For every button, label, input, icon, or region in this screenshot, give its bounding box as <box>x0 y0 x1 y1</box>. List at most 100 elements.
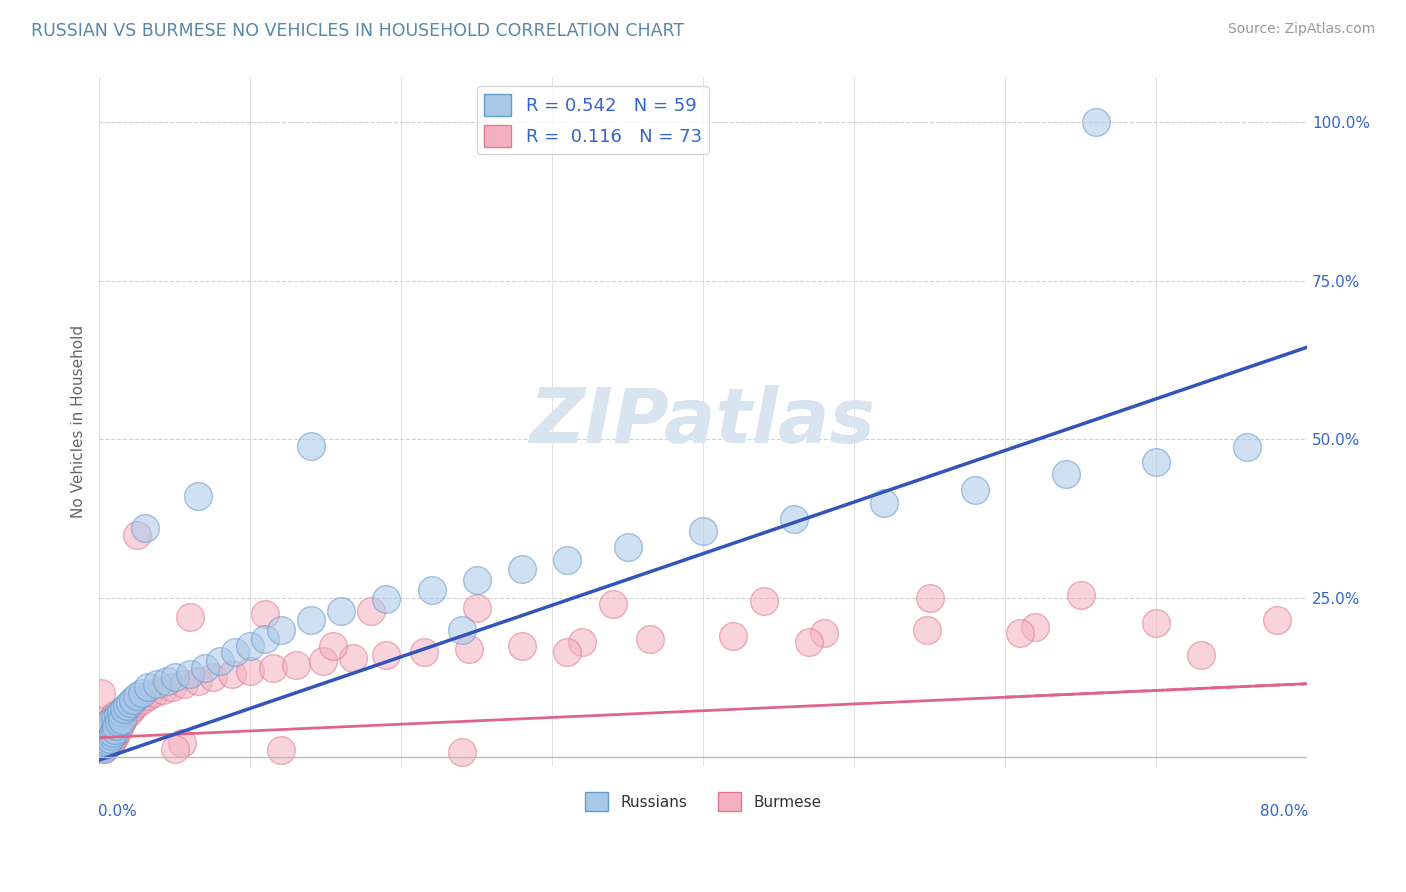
Point <box>103 723 125 737</box>
Point <box>98 736 121 750</box>
Point <box>110 716 132 731</box>
Point <box>360 604 382 618</box>
Point <box>110 706 132 720</box>
Point <box>152 683 174 698</box>
Point <box>813 626 835 640</box>
Point <box>1265 613 1288 627</box>
Point <box>107 723 129 737</box>
Point <box>616 540 638 554</box>
Point <box>112 710 135 724</box>
Point <box>179 610 201 624</box>
Point <box>90 686 112 700</box>
Point <box>413 645 436 659</box>
Point <box>103 712 125 726</box>
Point <box>1070 588 1092 602</box>
Point <box>262 661 284 675</box>
Text: ZIPatlas: ZIPatlas <box>530 384 876 458</box>
Point <box>98 714 121 729</box>
Point <box>97 734 120 748</box>
Point <box>121 692 143 706</box>
Point <box>112 702 135 716</box>
Point <box>692 524 714 539</box>
Point <box>93 734 115 748</box>
Point <box>173 676 195 690</box>
Text: 80.0%: 80.0% <box>1260 804 1308 819</box>
Point <box>101 731 124 746</box>
Point <box>752 594 775 608</box>
Point <box>96 736 118 750</box>
Point <box>557 553 579 567</box>
Point <box>91 739 114 753</box>
Point <box>1054 467 1077 482</box>
Point <box>121 700 143 714</box>
Point <box>420 583 443 598</box>
Point <box>136 690 159 704</box>
Point <box>163 670 186 684</box>
Point <box>322 639 344 653</box>
Point <box>557 645 579 659</box>
Point <box>163 742 186 756</box>
Point <box>221 667 243 681</box>
Text: Source: ZipAtlas.com: Source: ZipAtlas.com <box>1227 22 1375 37</box>
Legend: R = 0.542   N = 59, R =  0.116   N = 73: R = 0.542 N = 59, R = 0.116 N = 73 <box>477 87 709 154</box>
Point <box>94 727 117 741</box>
Point <box>91 740 114 755</box>
Point <box>783 511 806 525</box>
Point <box>915 623 938 637</box>
Point <box>239 639 262 653</box>
Point <box>127 696 149 710</box>
Point <box>1236 440 1258 454</box>
Point <box>146 676 169 690</box>
Point <box>105 719 128 733</box>
Point <box>270 623 292 637</box>
Point <box>963 483 986 497</box>
Point <box>90 714 112 729</box>
Point <box>723 629 745 643</box>
Point <box>299 613 322 627</box>
Point <box>224 645 246 659</box>
Point <box>103 730 125 744</box>
Point <box>127 527 149 541</box>
Point <box>108 719 131 733</box>
Point <box>115 698 138 713</box>
Point <box>254 632 277 647</box>
Point <box>100 730 122 744</box>
Point <box>1144 616 1167 631</box>
Point <box>100 712 122 726</box>
Point <box>103 708 125 723</box>
Point <box>100 734 122 748</box>
Point <box>90 737 112 751</box>
Point <box>111 713 134 727</box>
Point <box>98 714 121 729</box>
Point <box>299 439 322 453</box>
Point <box>105 725 128 739</box>
Point <box>375 592 398 607</box>
Point <box>873 496 896 510</box>
Point <box>97 737 120 751</box>
Point <box>97 718 120 732</box>
Point <box>1024 619 1046 633</box>
Point <box>93 742 115 756</box>
Point <box>640 632 662 647</box>
Point <box>312 655 335 669</box>
Point <box>458 641 481 656</box>
Point <box>465 573 488 587</box>
Point <box>450 745 472 759</box>
Point <box>96 721 118 735</box>
Point <box>107 708 129 723</box>
Point <box>209 655 232 669</box>
Point <box>194 661 217 675</box>
Point <box>571 635 593 649</box>
Point <box>1144 454 1167 468</box>
Point <box>118 696 141 710</box>
Point <box>91 734 114 748</box>
Point <box>142 686 165 700</box>
Point <box>330 604 353 618</box>
Text: RUSSIAN VS BURMESE NO VEHICLES IN HOUSEHOLD CORRELATION CHART: RUSSIAN VS BURMESE NO VEHICLES IN HOUSEH… <box>31 22 685 40</box>
Point <box>510 562 533 576</box>
Point <box>179 667 201 681</box>
Point <box>450 623 472 637</box>
Point <box>160 680 183 694</box>
Point <box>131 686 153 700</box>
Point <box>115 706 138 721</box>
